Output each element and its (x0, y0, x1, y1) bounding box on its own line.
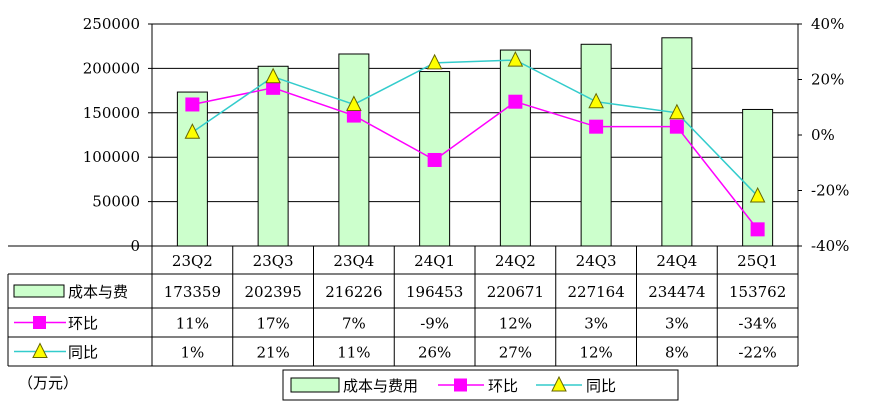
right-tick-label: 20% (811, 71, 844, 89)
marker-同比 (426, 53, 443, 70)
marker-环比 (589, 119, 604, 134)
right-tick-label: -40% (811, 237, 849, 255)
legend-key-marker (454, 378, 467, 392)
bar (176, 91, 208, 247)
table-cell: 3% (584, 315, 608, 333)
table-cell: 227164 (567, 283, 624, 301)
left-tick-label: 150000 (83, 104, 140, 122)
right-tick-label: 0% (811, 126, 835, 144)
bar (580, 43, 612, 247)
bar (661, 37, 693, 247)
table-row-label: 环比 (68, 315, 98, 333)
category-label: 24Q1 (414, 252, 455, 270)
series-line-同比 (191, 59, 759, 197)
category-label: 25Q1 (737, 252, 778, 270)
marker-同比 (265, 67, 281, 84)
left-tick-label: 250000 (83, 15, 140, 33)
bar (499, 49, 531, 247)
table-cell: 202395 (244, 283, 301, 301)
marker-同比 (588, 92, 604, 109)
table-cell: 196453 (406, 283, 463, 301)
right-tick-label: -20% (811, 182, 849, 200)
marker-环比 (750, 222, 765, 237)
category-label: 23Q2 (172, 252, 213, 270)
legend-label: 同比 (586, 377, 616, 395)
category-label: 23Q3 (253, 252, 294, 270)
legend-key-bar (290, 377, 340, 393)
table-cell: -34% (738, 315, 776, 333)
table-row-label: 同比 (68, 344, 98, 362)
unit-label: （万元） (18, 374, 78, 392)
bar (257, 65, 289, 247)
table-row-label: 成本与费 (68, 283, 128, 301)
table-cell: 21% (256, 344, 289, 362)
marker-环比 (185, 97, 200, 112)
category-label: 24Q2 (495, 252, 536, 270)
category-label: 23Q4 (333, 252, 374, 270)
table-key-marker (32, 342, 48, 358)
table-cell: 7% (342, 315, 366, 333)
legend-label: 成本与费用 (343, 377, 418, 395)
table-cell: 1% (180, 344, 204, 362)
legend-key-marker (551, 375, 567, 392)
category-label: 24Q3 (576, 252, 617, 270)
category-label: 24Q4 (656, 252, 697, 270)
table-cell: 11% (176, 315, 209, 333)
table-cell: 27% (499, 344, 532, 362)
table-cell: 8% (665, 344, 689, 362)
left-tick-label: 50000 (92, 193, 140, 211)
marker-环比 (669, 119, 684, 134)
table-cell: 216226 (325, 283, 382, 301)
marker-环比 (508, 94, 523, 109)
table-key-marker (33, 316, 46, 329)
marker-环比 (266, 80, 281, 95)
table-key-bar (13, 284, 65, 298)
table-cell: 234474 (648, 283, 705, 301)
table-cell: 26% (418, 344, 451, 362)
table-cell: -9% (420, 315, 449, 333)
marker-同比 (669, 103, 685, 120)
marker-同比 (346, 95, 362, 111)
table-cell: 173359 (164, 283, 221, 301)
table-cell: 3% (665, 315, 689, 333)
table-cell: 153762 (729, 283, 786, 301)
marker-同比 (749, 186, 766, 203)
table-cell: 220671 (487, 283, 544, 301)
marker-同比 (507, 50, 524, 67)
table-cell: 12% (499, 315, 532, 333)
table-cell: 17% (256, 315, 289, 333)
marker-同比 (184, 123, 201, 139)
right-tick-label: 40% (811, 15, 844, 33)
legend-label: 环比 (488, 377, 518, 395)
left-tick-label: 100000 (83, 148, 140, 166)
table-cell: -22% (738, 344, 776, 362)
series-line-环比 (192, 87, 759, 230)
marker-环比 (427, 152, 442, 167)
left-tick-label: 200000 (83, 59, 140, 77)
marker-环比 (346, 108, 361, 123)
table-cell: 12% (579, 344, 612, 362)
bar (338, 53, 370, 247)
table-cell: 11% (337, 344, 370, 362)
